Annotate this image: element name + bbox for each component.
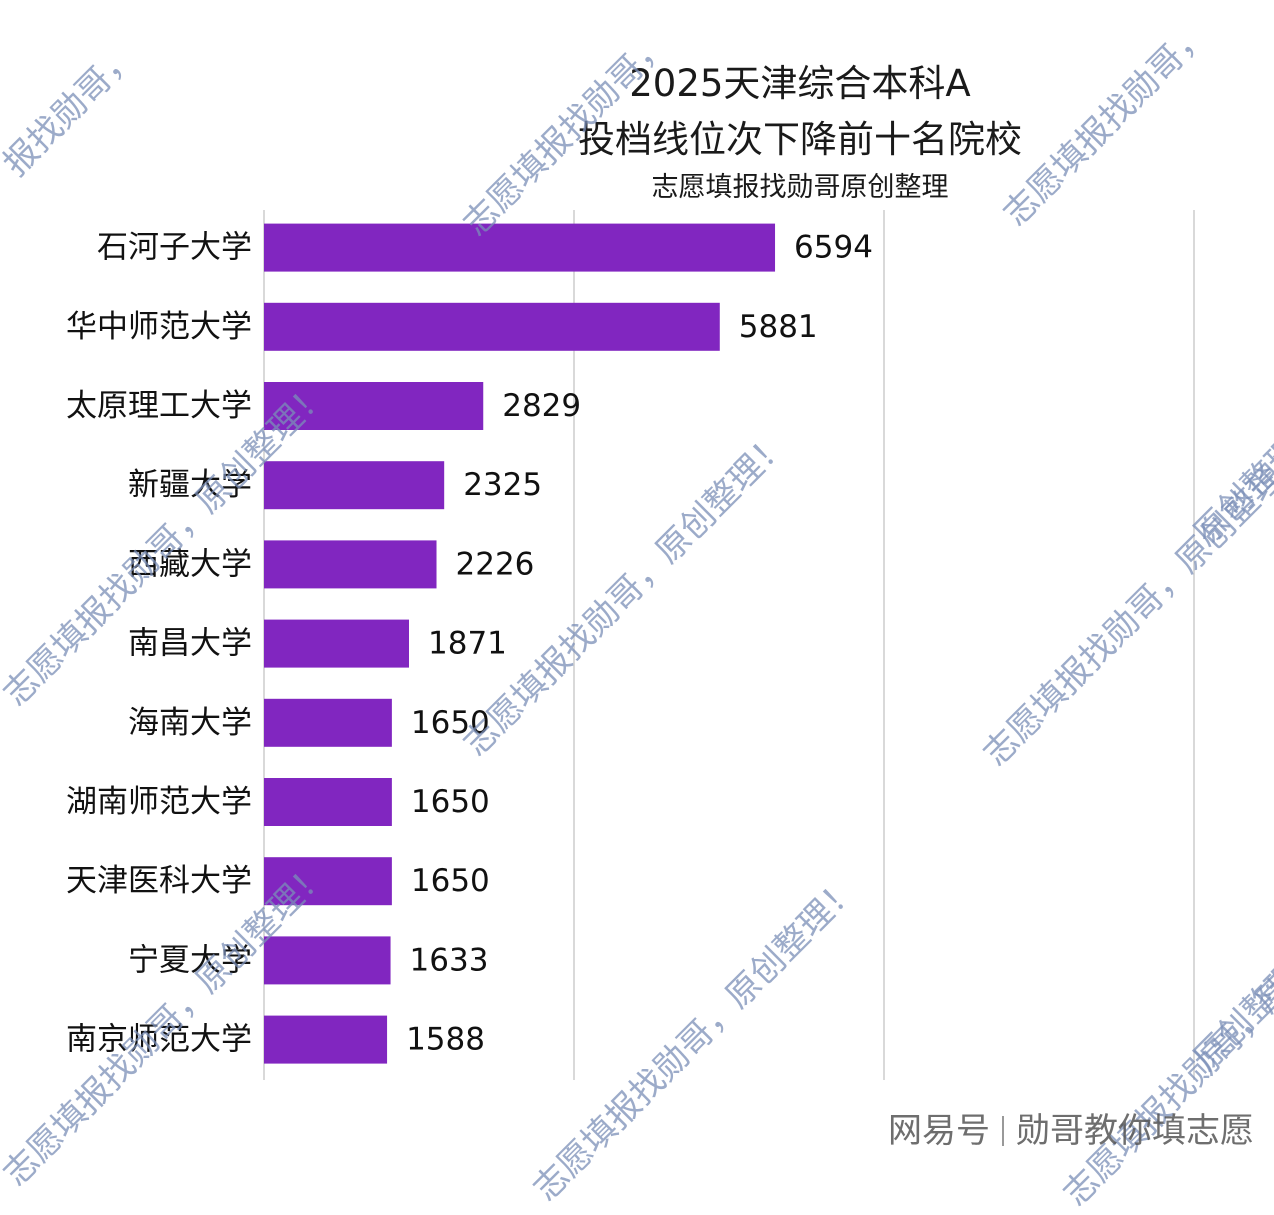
bar-chart: 石河子大学 6594 华中师范大学 5881 太原理工大学 2829 新疆大学 2325 西藏大…	[66, 210, 1195, 1080]
footer-source: 网易号	[888, 1111, 990, 1151]
footer-credit: 网易号 勋哥教你填志愿	[888, 1103, 1254, 1152]
data-label: 1650	[411, 863, 490, 899]
category-label: 宁夏大学	[128, 942, 252, 978]
bar	[264, 698, 392, 747]
data-label: 1650	[411, 705, 490, 741]
data-label: 2226	[456, 546, 535, 582]
footer-separator	[1002, 1116, 1004, 1146]
bar	[264, 1015, 388, 1064]
data-label: 2829	[502, 388, 581, 424]
bar	[264, 223, 776, 272]
category-label: 西藏大学	[128, 546, 252, 582]
data-label: 2325	[463, 467, 542, 503]
category-label: 新疆大学	[128, 467, 252, 503]
bar	[264, 382, 484, 430]
bar	[264, 857, 392, 906]
bar	[264, 540, 437, 589]
bar	[264, 619, 410, 668]
data-label: 1871	[428, 626, 507, 662]
category-label: 海南大学	[128, 705, 252, 741]
data-label: 1588	[406, 1022, 485, 1058]
bar	[264, 461, 445, 510]
category-label: 天津医科大学	[66, 863, 252, 899]
bar	[264, 778, 392, 826]
data-label: 1633	[410, 942, 489, 978]
footer-author: 勋哥教你填志愿	[1016, 1111, 1254, 1151]
bar	[264, 302, 720, 351]
category-label: 南昌大学	[128, 626, 252, 662]
category-label: 南京师范大学	[66, 1022, 252, 1058]
chart-title-block: 2025天津综合本科A 投档线位次下降前十名院校 志愿填报找勋哥原创整理	[500, 56, 1100, 208]
data-label: 1650	[411, 784, 490, 820]
category-label: 华中师范大学	[66, 309, 252, 345]
category-label: 湖南师范大学	[66, 784, 252, 820]
data-label: 6594	[794, 230, 873, 266]
data-label: 5881	[739, 309, 818, 345]
category-label: 太原理工大学	[66, 388, 252, 424]
chart-subtitle: 志愿填报找勋哥原创整理	[651, 172, 949, 203]
chart-title-line-1: 2025天津综合本科A	[629, 62, 971, 105]
category-label: 石河子大学	[97, 230, 252, 266]
chart-title-line-2: 投档线位次下降前十名院校	[578, 118, 1022, 161]
bar	[264, 936, 391, 985]
